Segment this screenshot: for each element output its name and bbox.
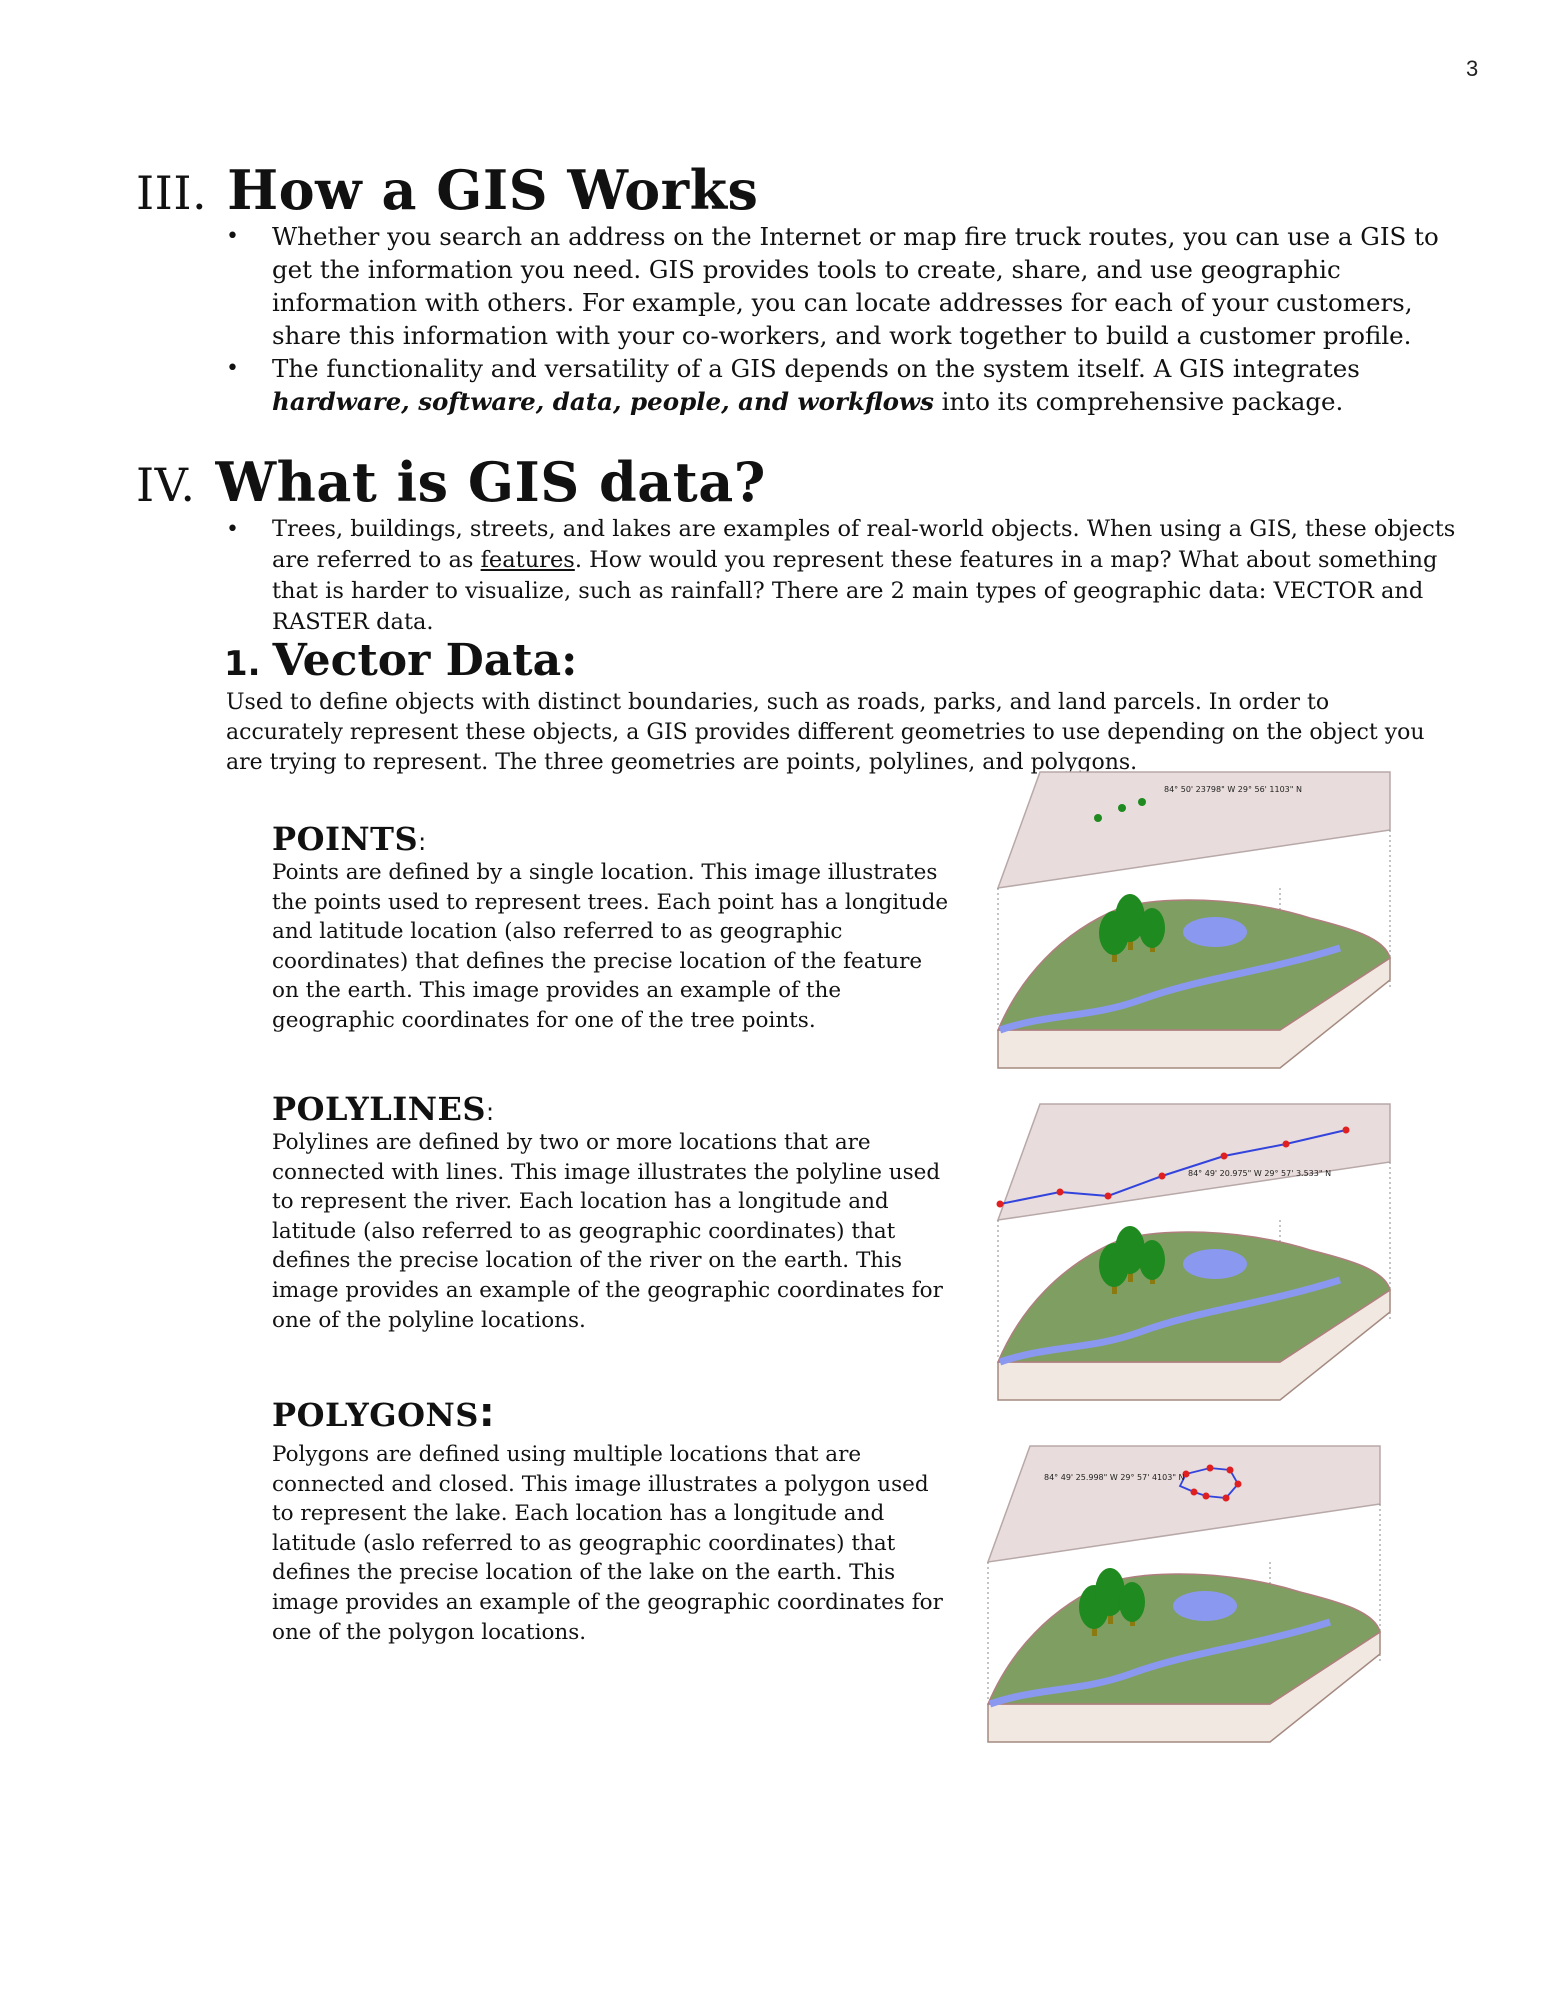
section-4-bullet-text: Trees, buildings, streets, and lakes are… — [272, 516, 1456, 573]
vector-number: 1. — [224, 644, 261, 684]
list-item: Whether you search an address on the Int… — [226, 220, 1468, 352]
polylines-illustration: 84° 49' 20.975" W 29° 57' 3.533" N — [996, 1103, 1391, 1401]
page-number: 3 — [1466, 56, 1479, 81]
section-4-bullets: Trees, buildings, streets, and lakes are… — [226, 514, 1468, 638]
polygon-vertex — [1202, 1492, 1210, 1500]
points-illustration: 84° 50' 23798" W 29° 56' 1103" N — [996, 771, 1391, 1069]
polyline-vertex — [1220, 1152, 1228, 1160]
section-4-title: IV. What is GIS data? — [136, 452, 766, 515]
section-3-bullet-1: Whether you search an address on the Int… — [272, 222, 1439, 350]
points-heading: POINTS: — [272, 820, 427, 861]
vector-heading: Vector Data: — [272, 635, 578, 686]
section-3-bullet-2-text: The functionality and versatility of a G… — [272, 354, 1360, 383]
point-vertex — [1118, 804, 1126, 812]
map-plane — [986, 1445, 1381, 1563]
points-coordinate-label: 84° 50' 23798" W 29° 56' 1103" N — [1164, 785, 1302, 794]
polylines-description: Polylines are defined by two or more loc… — [272, 1130, 943, 1333]
polygon-vertex — [1234, 1480, 1242, 1488]
polygons-description: Polygons are defined using multiple loca… — [272, 1442, 943, 1645]
point-vertex — [1138, 798, 1146, 806]
polyline-vertex — [1342, 1126, 1350, 1134]
river — [988, 1618, 1332, 1708]
polyline-vertex — [1104, 1192, 1112, 1200]
polyline-vertex — [1056, 1188, 1064, 1196]
land-area — [996, 899, 1391, 1031]
vector-intro: Used to define objects with distinct bou… — [226, 690, 1425, 775]
polygon-vertex — [1182, 1470, 1190, 1478]
tree — [1115, 1226, 1145, 1274]
section-3-heading: How a GIS Works — [227, 158, 759, 222]
features-term: features — [480, 547, 575, 573]
lake — [1183, 1249, 1247, 1279]
section-3-number: III. — [136, 166, 208, 220]
polyline-vertex — [996, 1200, 1004, 1208]
lake — [1183, 917, 1247, 947]
section-3-bullet-2-end: into its comprehensive package. — [933, 387, 1344, 416]
points-heading-colon: : — [418, 828, 427, 856]
section-3-bullet-2-keywords: hardware, software, data, people, and wo… — [272, 387, 934, 416]
section-4-bullet-end: . How would you represent these features… — [272, 547, 1438, 635]
polyline-vertex — [1158, 1172, 1166, 1180]
section-3-bullets: Whether you search an address on the Int… — [226, 220, 1468, 418]
polygons-heading-text: POLYGONS — [272, 1396, 479, 1434]
list-item: The functionality and versatility of a G… — [226, 352, 1468, 418]
polylines-heading-text: POLYLINES — [272, 1090, 486, 1128]
points-description: Points are defined by a single location.… — [272, 860, 949, 1033]
section-3-title: III. How a GIS Works — [136, 160, 758, 223]
polygons-illustration: 84° 49' 25.998" W 29° 57' 4103" N — [986, 1445, 1381, 1743]
section-4-heading: What is GIS data? — [215, 450, 766, 514]
polygon-vertex — [1222, 1494, 1230, 1502]
map-plane — [996, 1103, 1391, 1221]
polygon-vertex — [1190, 1488, 1198, 1496]
list-item: Trees, buildings, streets, and lakes are… — [226, 514, 1468, 638]
section-4-number: IV. — [136, 458, 196, 512]
polygons-coordinate-label: 84° 49' 25.998" W 29° 57' 4103" N — [1044, 1473, 1185, 1482]
tree — [1115, 894, 1145, 942]
polygons-heading: POLYGONS: — [272, 1393, 495, 1434]
polygon-vertex — [1226, 1466, 1234, 1474]
polylines-heading-colon: : — [485, 1098, 495, 1126]
tree — [1119, 1582, 1145, 1622]
river — [998, 1276, 1342, 1366]
polylines-heading: POLYLINES: — [272, 1090, 495, 1131]
point-vertex — [1094, 814, 1102, 822]
river — [998, 944, 1342, 1034]
land-area — [996, 1231, 1391, 1363]
lake — [1173, 1591, 1237, 1621]
tree — [1139, 908, 1165, 948]
polyline-vertex — [1282, 1140, 1290, 1148]
polygons-heading-colon: : — [478, 1390, 496, 1436]
points-heading-text: POINTS — [272, 820, 419, 858]
tree — [1139, 1240, 1165, 1280]
tree — [1095, 1568, 1125, 1616]
polygon-vertex — [1206, 1464, 1214, 1472]
polylines-coordinate-label: 84° 49' 20.975" W 29° 57' 3.533" N — [1188, 1169, 1331, 1178]
vector-data-title: 1. Vector Data: — [224, 636, 577, 689]
